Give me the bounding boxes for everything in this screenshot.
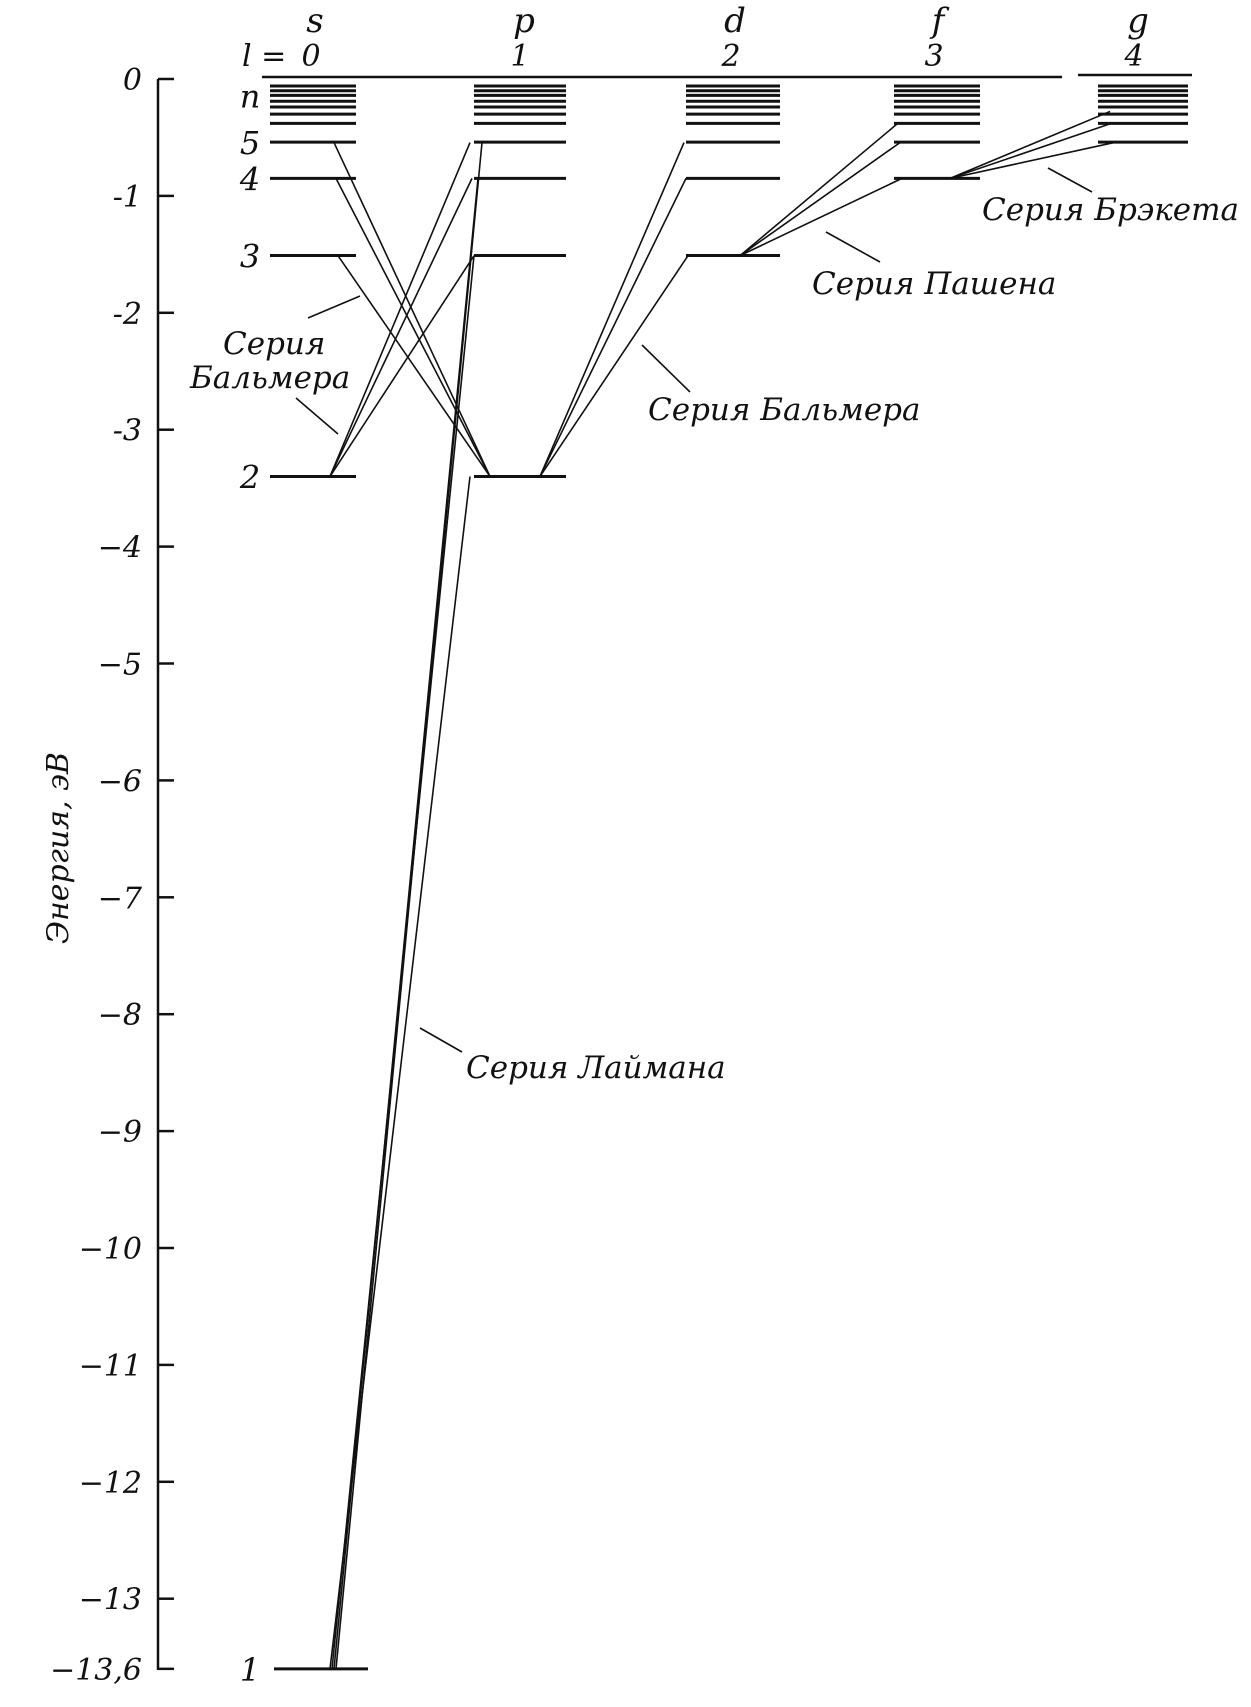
transition-line <box>329 142 471 477</box>
series-labels: Серия Бальмера Серия Бальмера Серия Паше… <box>189 167 1239 1086</box>
orbital-letter: d <box>724 1 746 41</box>
transition-line <box>949 141 1115 180</box>
orbital-l-number: 3 <box>924 39 943 74</box>
axis-tick-label: -2 <box>113 297 142 332</box>
brackett-label: Серия Брэкета <box>982 192 1239 228</box>
orbital-letter: s <box>306 1 323 41</box>
axis-tick-label: −7 <box>98 881 143 916</box>
transition-line <box>539 255 689 477</box>
axis-tick-label: −10 <box>79 1232 142 1267</box>
axis-tick-label: -3 <box>113 414 142 449</box>
axis-tick-label: −8 <box>98 998 142 1033</box>
transition-line <box>337 255 491 477</box>
transition-line <box>333 178 479 1669</box>
orbital-l-number: 4 <box>1123 39 1143 74</box>
paschen-leader <box>825 231 881 263</box>
orbital-headers: s0 p1 d2 f3 g4 <box>301 1 1148 74</box>
transition-line <box>539 142 685 477</box>
orbital-l-number: 0 <box>301 39 320 74</box>
paschen-label: Серия Пашена <box>812 266 1056 302</box>
axis-tick-label: −6 <box>98 764 142 799</box>
transition-line <box>335 142 483 1669</box>
axis-tick-label: −9 <box>98 1115 142 1150</box>
axis-tick-label: −11 <box>79 1349 142 1384</box>
lyman-leader <box>419 1027 463 1053</box>
n-labels: n 54 3 2 1 <box>239 77 260 1688</box>
axis-tick-label: −5 <box>98 648 142 683</box>
axis-tick-label: −4 <box>98 531 142 566</box>
balmer-right-leader <box>641 344 691 393</box>
transition-line <box>329 178 473 477</box>
orbital-letter: f <box>929 1 950 41</box>
axis-tick-label: −12 <box>79 1466 142 1501</box>
balmer-left-label-1: Серия <box>223 326 325 362</box>
transition-line <box>739 141 901 257</box>
transition-line <box>335 177 491 477</box>
balmer-left-leader-upper <box>307 295 361 319</box>
balmer-left-label-2: Бальмера <box>189 360 350 396</box>
axis-tick-label: 0 <box>123 63 142 98</box>
n-label: 5 <box>240 124 260 162</box>
transition-line <box>539 178 687 477</box>
axis-tick-label: −13,6 <box>50 1653 142 1688</box>
orbital-letter: g <box>1127 1 1149 41</box>
transition-line <box>333 142 491 477</box>
orbital-letter: p <box>513 1 535 41</box>
axis-title: Энергия, эВ <box>41 752 76 944</box>
lyman-label: Серия Лаймана <box>466 1050 726 1086</box>
n-label: n <box>240 77 261 115</box>
brackett-leader <box>1047 167 1093 193</box>
transition-line <box>329 255 475 477</box>
energy-levels <box>270 140 1188 1671</box>
n-label: 4 <box>239 160 260 198</box>
n-label: 3 <box>240 238 260 276</box>
axis-tick-label: −13 <box>79 1583 142 1618</box>
balmer-left-leader-lower <box>295 397 339 435</box>
continuum-stacks <box>270 84 1188 125</box>
transition-line <box>949 122 1113 180</box>
orbital-l-number: 2 <box>720 39 740 74</box>
transition-line <box>739 177 903 257</box>
n-label: 1 <box>240 1651 260 1689</box>
transition-line <box>949 110 1111 180</box>
n-label: 2 <box>239 458 260 496</box>
l-prefix: l = <box>242 39 286 74</box>
transition-line <box>739 122 899 257</box>
orbital-l-number: 1 <box>510 39 529 74</box>
balmer-right-label: Серия Бальмера <box>648 392 921 428</box>
transitions <box>329 110 1115 1669</box>
axis-tick-label: -1 <box>113 180 142 215</box>
axis-ticks: 0 -1 -2 -3 −4 −5 −6 −7 −8 −9 −10 −11 −12 −13 −13,6 <box>50 63 174 1688</box>
